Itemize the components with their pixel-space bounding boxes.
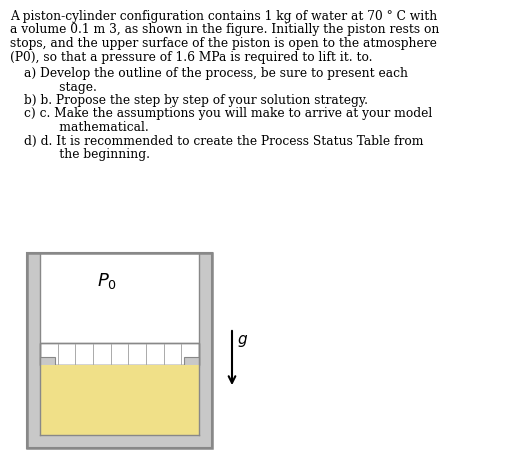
Text: a volume 0.1 m 3, as shown in the figure. Initially the piston rests on: a volume 0.1 m 3, as shown in the figure… <box>10 24 440 36</box>
Bar <box>40 343 199 365</box>
Bar <box>27 253 212 448</box>
Text: d) d. It is recommended to create the Process Status Table from: d) d. It is recommended to create the Pr… <box>24 134 423 147</box>
Bar <box>40 343 199 365</box>
Text: the beginning.: the beginning. <box>36 148 150 161</box>
Text: stops, and the upper surface of the piston is open to the atmosphere: stops, and the upper surface of the pist… <box>10 37 437 50</box>
Bar <box>184 357 199 367</box>
Text: a) Develop the outline of the process, be sure to present each: a) Develop the outline of the process, b… <box>24 67 408 80</box>
Text: b) b. Propose the step by step of your solution strategy.: b) b. Propose the step by step of your s… <box>24 94 368 107</box>
Text: (P0), so that a pressure of 1.6 MPa is required to lift it. to.: (P0), so that a pressure of 1.6 MPa is r… <box>10 50 373 63</box>
Bar <box>40 253 199 435</box>
Bar <box>27 253 212 448</box>
Text: A piston-cylinder configuration contains 1 kg of water at 70 ° C with: A piston-cylinder configuration contains… <box>10 10 437 23</box>
Text: mathematical.: mathematical. <box>36 121 149 134</box>
Text: $\it{g}$: $\it{g}$ <box>237 333 248 349</box>
Text: $\it{P}_0$: $\it{P}_0$ <box>97 271 117 291</box>
Text: c) c. Make the assumptions you will make to arrive at your model: c) c. Make the assumptions you will make… <box>24 108 432 121</box>
Bar <box>40 365 199 435</box>
Bar <box>40 357 55 367</box>
Text: stage.: stage. <box>36 80 97 93</box>
